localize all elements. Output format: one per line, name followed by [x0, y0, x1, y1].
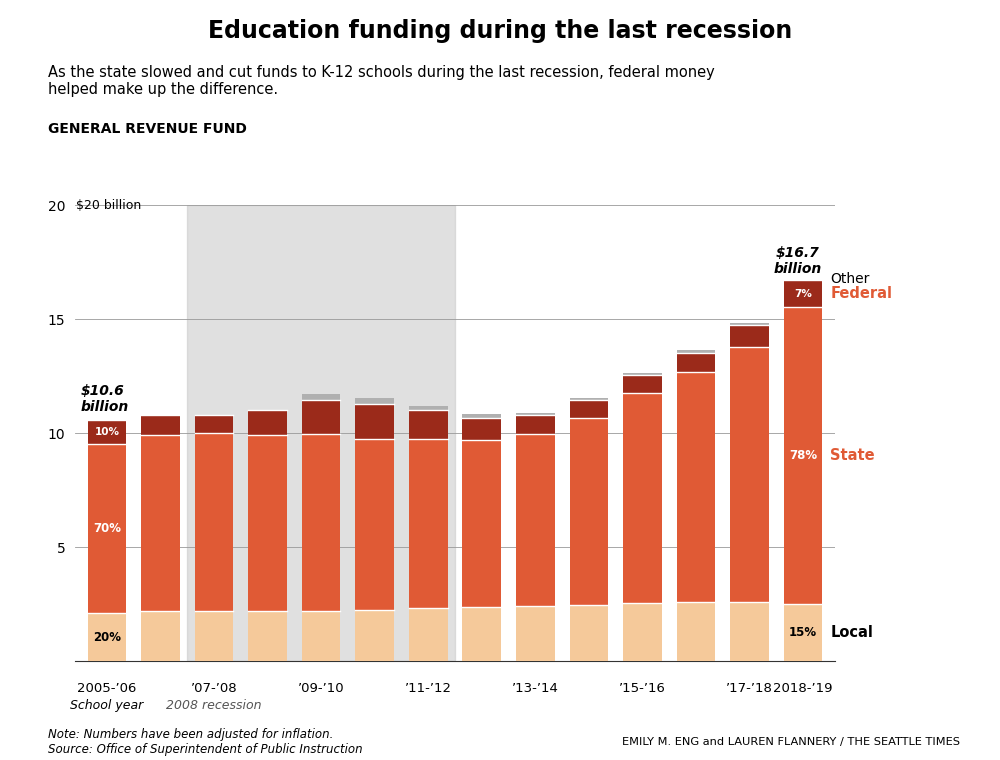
- Text: State: State: [830, 448, 875, 463]
- Text: Education funding during the last recession: Education funding during the last recess…: [208, 19, 792, 43]
- Bar: [302, 401, 340, 435]
- Bar: [516, 435, 555, 606]
- Text: Source: Office of Superintendent of Public Instruction: Source: Office of Superintendent of Publ…: [48, 743, 363, 756]
- Text: Note: Numbers have been adjusted for inflation.: Note: Numbers have been adjusted for inf…: [48, 728, 333, 741]
- Text: 15%: 15%: [789, 626, 817, 639]
- Bar: [302, 611, 340, 661]
- Bar: [409, 608, 448, 661]
- Bar: [141, 611, 180, 661]
- Text: 78%: 78%: [789, 449, 817, 462]
- Bar: [462, 441, 501, 607]
- Bar: [677, 350, 715, 353]
- Bar: [516, 606, 555, 661]
- Bar: [623, 394, 662, 603]
- Bar: [516, 413, 555, 415]
- Text: Federal: Federal: [830, 287, 892, 301]
- Bar: [516, 415, 555, 435]
- Text: ’09-’10: ’09-’10: [298, 682, 345, 695]
- Bar: [570, 401, 608, 419]
- Bar: [462, 607, 501, 661]
- Bar: [730, 602, 769, 661]
- Bar: [730, 323, 769, 325]
- Bar: [355, 398, 394, 404]
- Bar: [409, 410, 448, 439]
- Bar: [355, 610, 394, 661]
- Bar: [195, 611, 233, 661]
- Text: GENERAL REVENUE FUND: GENERAL REVENUE FUND: [48, 122, 247, 135]
- Bar: [409, 439, 448, 608]
- Text: 2008 recession: 2008 recession: [166, 699, 262, 712]
- Text: ’13-’14: ’13-’14: [512, 682, 559, 695]
- Bar: [730, 347, 769, 602]
- Bar: [195, 415, 233, 433]
- Bar: [302, 394, 340, 401]
- Text: 2005-’06: 2005-’06: [77, 682, 137, 695]
- Bar: [570, 398, 608, 401]
- Bar: [248, 611, 287, 661]
- Bar: [623, 375, 662, 394]
- Text: ’11-’12: ’11-’12: [405, 682, 452, 695]
- Bar: [677, 353, 715, 372]
- Bar: [730, 325, 769, 347]
- Bar: [623, 373, 662, 375]
- Bar: [355, 404, 394, 439]
- Bar: [302, 435, 340, 611]
- Bar: [248, 410, 287, 435]
- Bar: [88, 444, 126, 613]
- Bar: [141, 415, 180, 435]
- Bar: [677, 372, 715, 603]
- Text: 20%: 20%: [93, 631, 121, 644]
- Bar: [187, 205, 455, 661]
- Text: ’07-’08: ’07-’08: [191, 682, 237, 695]
- Text: 7%: 7%: [794, 289, 812, 299]
- Text: Local: Local: [830, 625, 873, 640]
- Bar: [355, 439, 394, 610]
- Bar: [677, 603, 715, 661]
- Text: ’15-’16: ’15-’16: [619, 682, 666, 695]
- Text: 10%: 10%: [95, 426, 120, 436]
- Bar: [88, 420, 126, 444]
- Text: As the state slowed and cut funds to K-12 schools during the last recession, fed: As the state slowed and cut funds to K-1…: [48, 65, 715, 97]
- Bar: [195, 433, 233, 611]
- Text: $16.7
billion: $16.7 billion: [773, 246, 822, 277]
- Text: 70%: 70%: [93, 522, 121, 535]
- Bar: [248, 435, 287, 611]
- Bar: [784, 307, 822, 604]
- Text: Other: Other: [830, 272, 870, 287]
- Bar: [409, 406, 448, 410]
- Text: School year: School year: [70, 699, 144, 712]
- Bar: [462, 414, 501, 418]
- Text: ’17-’18: ’17-’18: [726, 682, 773, 695]
- Bar: [141, 435, 180, 611]
- Text: $20 billion: $20 billion: [76, 198, 141, 212]
- Bar: [784, 604, 822, 661]
- Bar: [462, 418, 501, 441]
- Text: 2018-’19: 2018-’19: [773, 682, 833, 695]
- Bar: [784, 280, 822, 307]
- Bar: [570, 605, 608, 661]
- Bar: [88, 613, 126, 661]
- Text: EMILY M. ENG and LAUREN FLANNERY / THE SEATTLE TIMES: EMILY M. ENG and LAUREN FLANNERY / THE S…: [622, 737, 960, 747]
- Text: $10.6
billion: $10.6 billion: [80, 384, 129, 414]
- Bar: [570, 419, 608, 605]
- Bar: [623, 603, 662, 661]
